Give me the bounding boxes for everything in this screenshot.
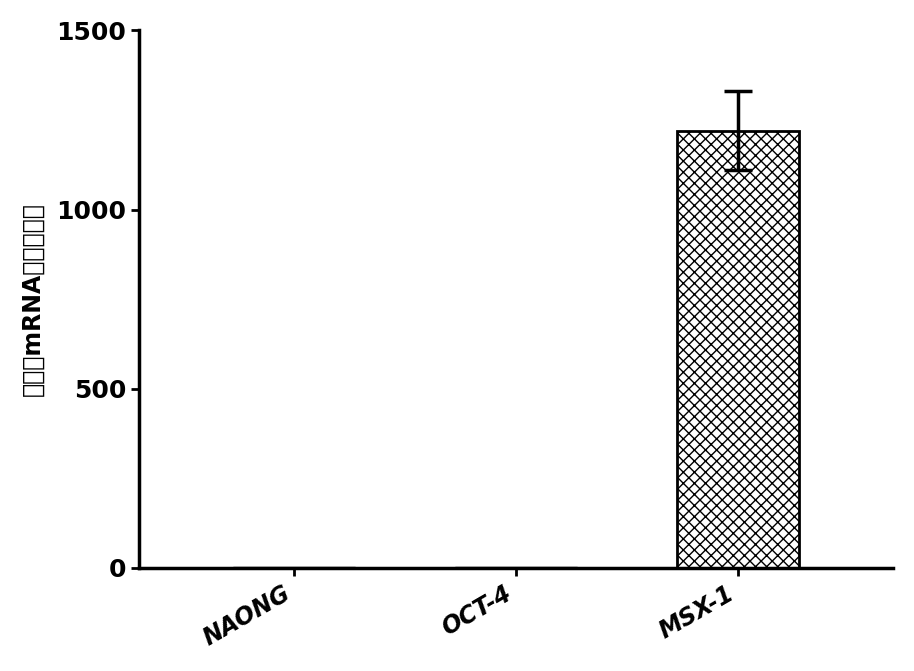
Bar: [455, 567, 577, 568]
Y-axis label: 各基因mRNA相对表达量: 各基因mRNA相对表达量: [21, 202, 45, 396]
Bar: [677, 131, 799, 568]
Bar: [233, 567, 356, 568]
